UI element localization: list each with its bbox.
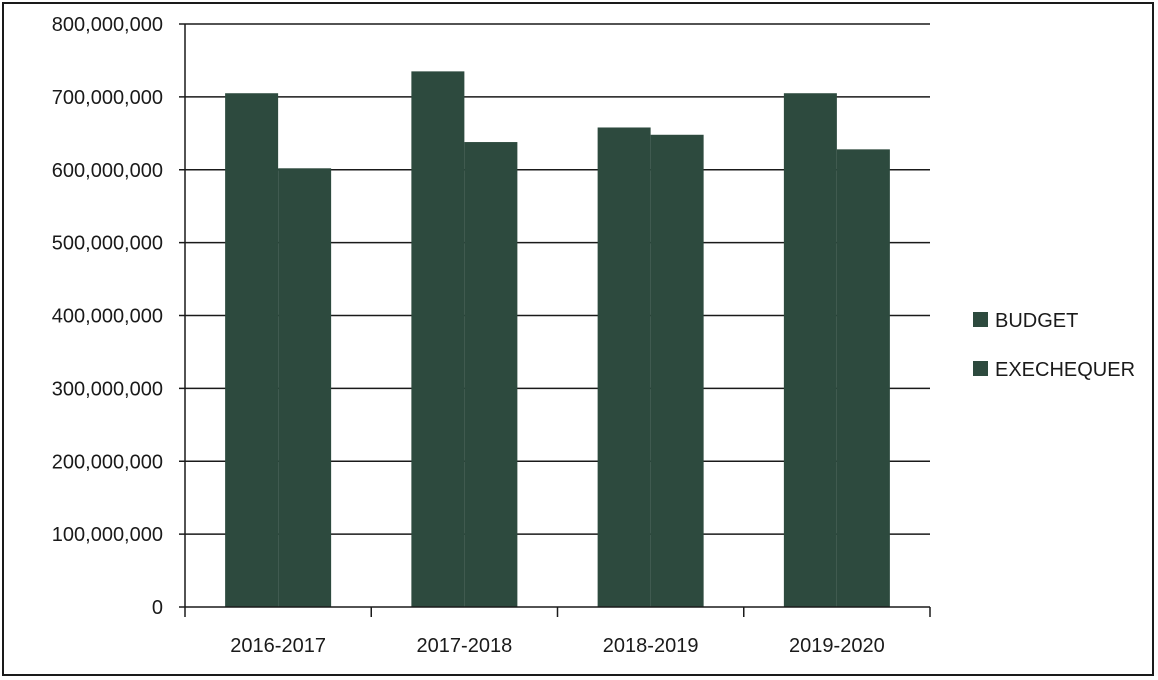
bars [225,71,890,608]
y-tick-label: 700,000,000 [52,87,163,109]
legend-label-budget: BUDGET [995,310,1078,332]
x-tick-label: 2018-2019 [603,635,699,657]
y-tick-label: 100,000,000 [52,524,163,546]
legend-label-exechequer: EXECHEQUER [995,359,1135,381]
bar-budget-2016-2017 [225,93,279,607]
x-tick-label: 2019-2020 [789,635,885,657]
bar-budget-2017-2018 [411,71,465,607]
y-tick-label: 300,000,000 [52,378,163,400]
y-tick-label: 800,000,000 [52,14,163,36]
bar-budget-2019-2020 [783,93,837,607]
y-tick-label: 500,000,000 [52,233,163,255]
legend: BUDGET EXECHEQUER [973,310,1135,381]
legend-swatch-exechequer [973,361,988,376]
y-tick-label: 400,000,000 [52,306,163,328]
bar-budget-2018-2019 [597,127,651,608]
bar-exechequer-2019-2020 [836,149,890,607]
x-tick-label: 2017-2018 [417,635,513,657]
x-tick-labels: 2016-2017 2017-2018 2018-2019 2019-2020 [230,635,884,657]
y-tick-labels: 0 100,000,000 200,000,000 300,000,000 400,00… [52,14,163,619]
y-tick-label: 600,000,000 [52,160,163,182]
bar-exechequer-2018-2019 [650,134,704,607]
y-tick-label: 0 [152,597,163,619]
legend-swatch-budget [973,312,988,327]
bar-exechequer-2016-2017 [278,168,332,608]
y-tick-label: 200,000,000 [52,451,163,473]
x-tick-label: 2016-2017 [230,635,326,657]
axes [179,23,931,617]
bar-exechequer-2017-2018 [464,142,518,607]
